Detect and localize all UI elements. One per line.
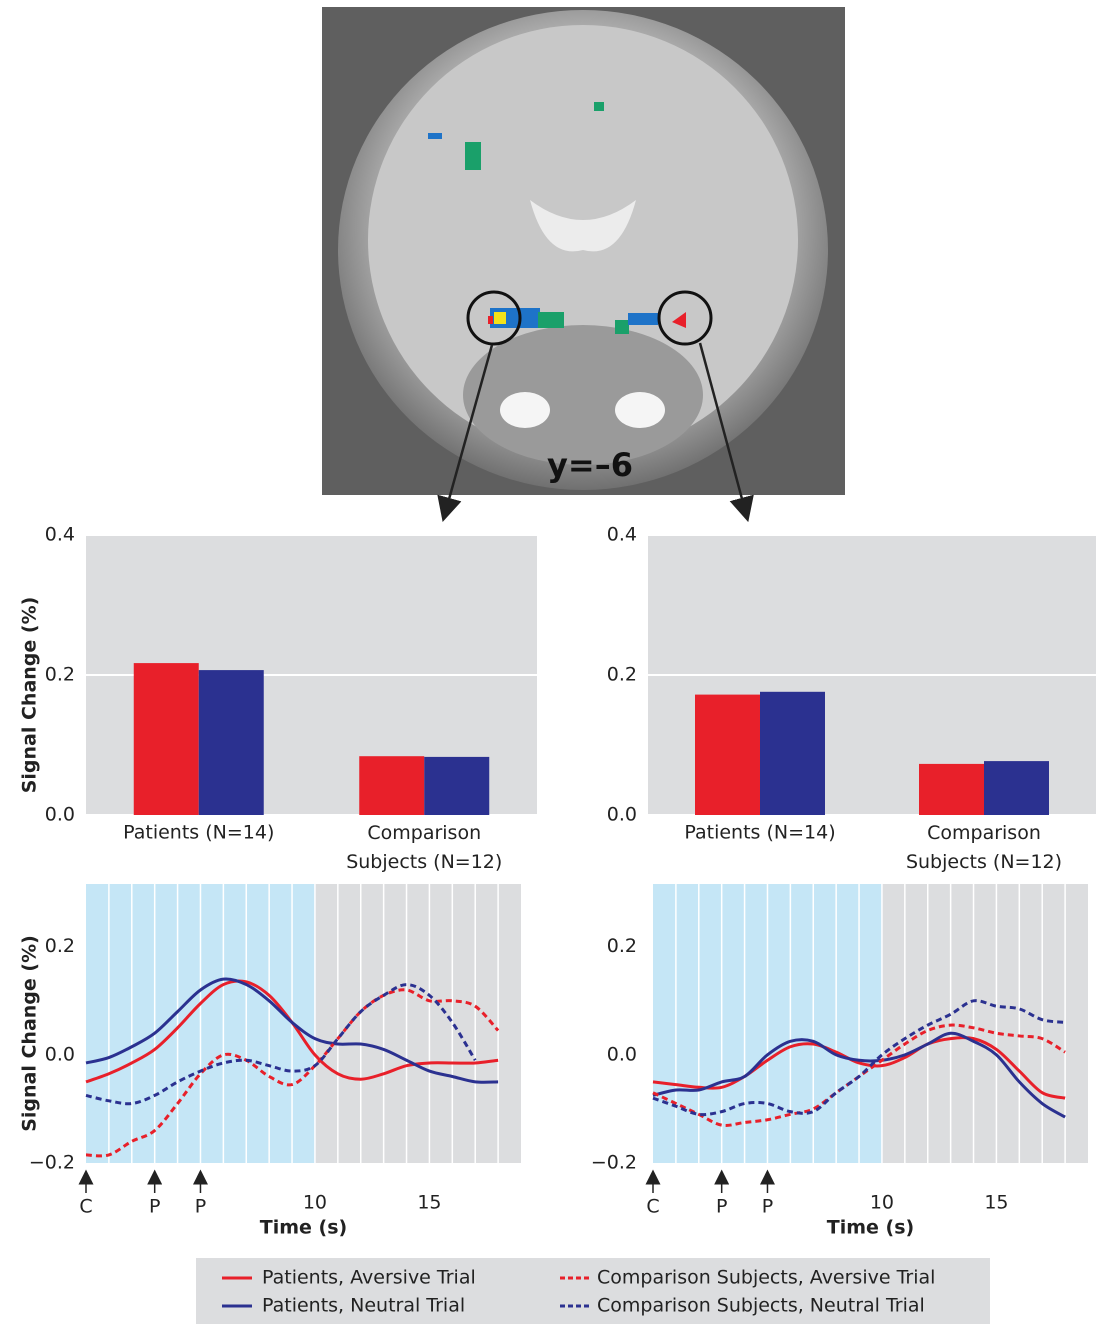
bar <box>359 756 425 815</box>
y-tick-label: 0.0 <box>607 1043 637 1065</box>
event-label: P <box>195 1196 206 1218</box>
bar <box>424 756 490 815</box>
y-tick-label: 0.2 <box>607 935 637 957</box>
x-tick-label: 10 <box>870 1192 894 1214</box>
legend-label: Patients, Aversive Trial <box>262 1267 476 1289</box>
x-tick-label: Comparison Subjects (N=12) <box>906 822 1062 873</box>
y-tick-label: −0.2 <box>29 1152 75 1174</box>
series-line <box>85 988 500 1158</box>
x-tick-label: 15 <box>984 1192 1008 1214</box>
series-line <box>652 999 1066 1117</box>
y-tick-label: 0.2 <box>45 664 75 686</box>
series-line <box>652 1031 1066 1119</box>
legend-label: Patients, Neutral Trial <box>262 1295 465 1317</box>
y-tick-label: 0.4 <box>45 524 75 546</box>
series-line <box>85 983 477 1106</box>
y-tick-label: 0.4 <box>607 524 637 546</box>
mri-image: y=–6 <box>322 7 845 523</box>
y-tick-label: 0.0 <box>45 1043 75 1065</box>
event-label: P <box>762 1196 773 1218</box>
x-tick-label: Patients (N=14) <box>684 822 835 844</box>
bar <box>984 761 1049 815</box>
x-axis-title: Time (s) <box>260 1217 347 1239</box>
event-label: C <box>646 1196 659 1218</box>
y-tick-label: 0.0 <box>607 804 637 826</box>
y-tick-label: 0.2 <box>45 935 75 957</box>
legend-label: Comparison Subjects, Aversive Trial <box>597 1267 935 1289</box>
legend-label: Comparison Subjects, Neutral Trial <box>597 1295 925 1317</box>
y-axis-title: Signal Change (%) <box>19 935 41 1132</box>
series-line <box>85 977 499 1084</box>
y-axis-title: Signal Change (%) <box>19 597 41 794</box>
bar <box>133 663 199 815</box>
x-axis-title: Time (s) <box>827 1217 914 1239</box>
y-tick-label: −0.2 <box>591 1152 637 1174</box>
series-line <box>652 1036 1066 1100</box>
slice-label: y=–6 <box>547 446 633 484</box>
x-tick-label: 10 <box>303 1192 327 1214</box>
legend: Patients, Aversive Trial Patients, Neutr… <box>196 1258 990 1324</box>
y-tick-label: 0.2 <box>607 664 637 686</box>
bar <box>760 691 825 815</box>
bar <box>695 694 760 815</box>
y-tick-label: 0.0 <box>45 804 75 826</box>
x-tick-label: 15 <box>417 1192 441 1214</box>
bar <box>919 763 984 815</box>
bar <box>198 670 264 815</box>
x-tick-label: Patients (N=14) <box>123 822 274 844</box>
event-label: P <box>716 1196 727 1218</box>
event-label: C <box>79 1196 92 1218</box>
event-label: P <box>149 1196 160 1218</box>
x-tick-label: Comparison Subjects (N=12) <box>346 822 502 873</box>
